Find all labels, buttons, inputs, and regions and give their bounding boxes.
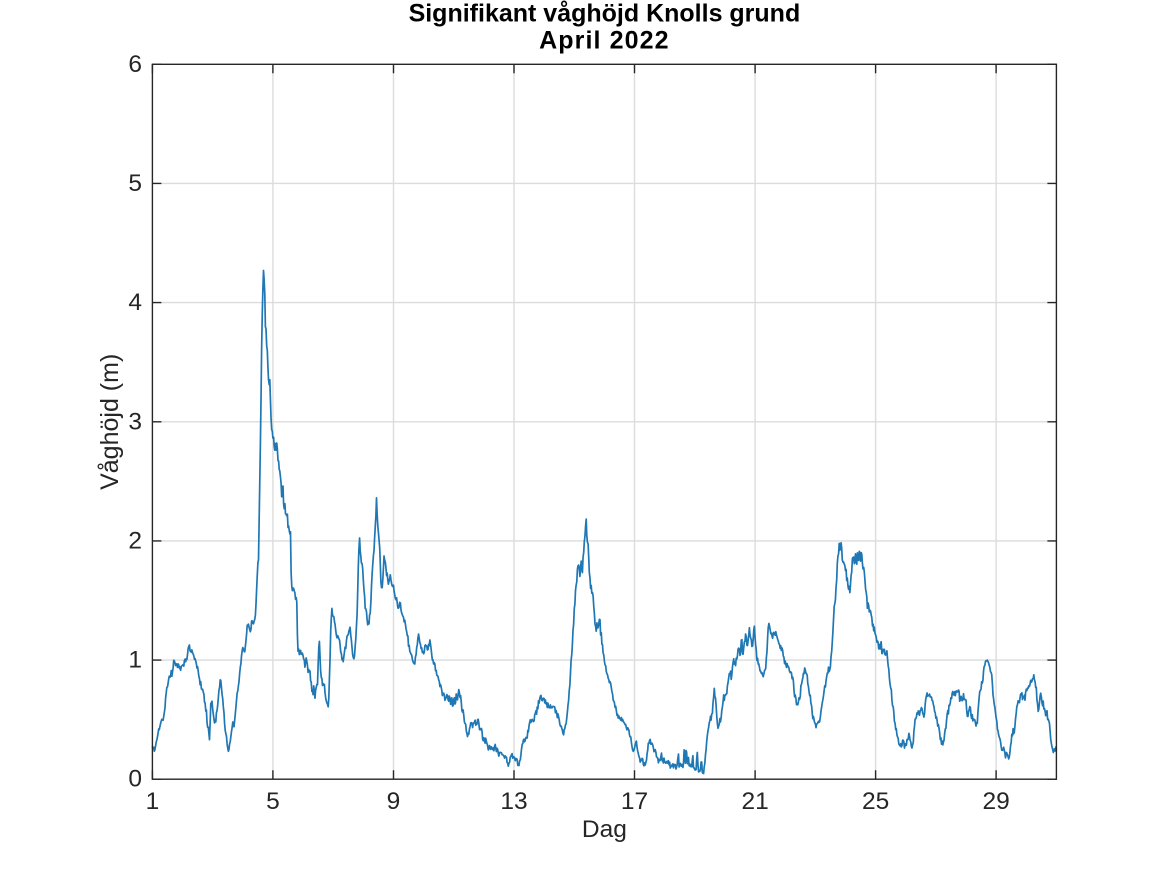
svg-text:29: 29 xyxy=(982,788,1009,815)
svg-text:17: 17 xyxy=(621,788,648,815)
svg-text:4: 4 xyxy=(128,289,142,316)
svg-text:5: 5 xyxy=(128,170,142,197)
svg-text:2: 2 xyxy=(128,527,142,554)
svg-text:5: 5 xyxy=(266,788,280,815)
svg-text:1: 1 xyxy=(128,647,142,674)
svg-text:9: 9 xyxy=(387,788,401,815)
svg-text:April 2022: April 2022 xyxy=(539,27,670,55)
svg-text:13: 13 xyxy=(500,788,527,815)
svg-text:Signifikant våghöjd Knolls gru: Signifikant våghöjd Knolls grund xyxy=(409,0,801,28)
svg-text:Våghöjd (m): Våghöjd (m) xyxy=(96,354,124,490)
svg-text:0: 0 xyxy=(128,766,142,793)
svg-text:Dag: Dag xyxy=(582,816,627,843)
svg-text:6: 6 xyxy=(128,51,142,78)
svg-text:25: 25 xyxy=(862,788,889,815)
svg-text:3: 3 xyxy=(128,408,142,435)
svg-text:1: 1 xyxy=(146,788,160,815)
svg-text:21: 21 xyxy=(741,788,768,815)
